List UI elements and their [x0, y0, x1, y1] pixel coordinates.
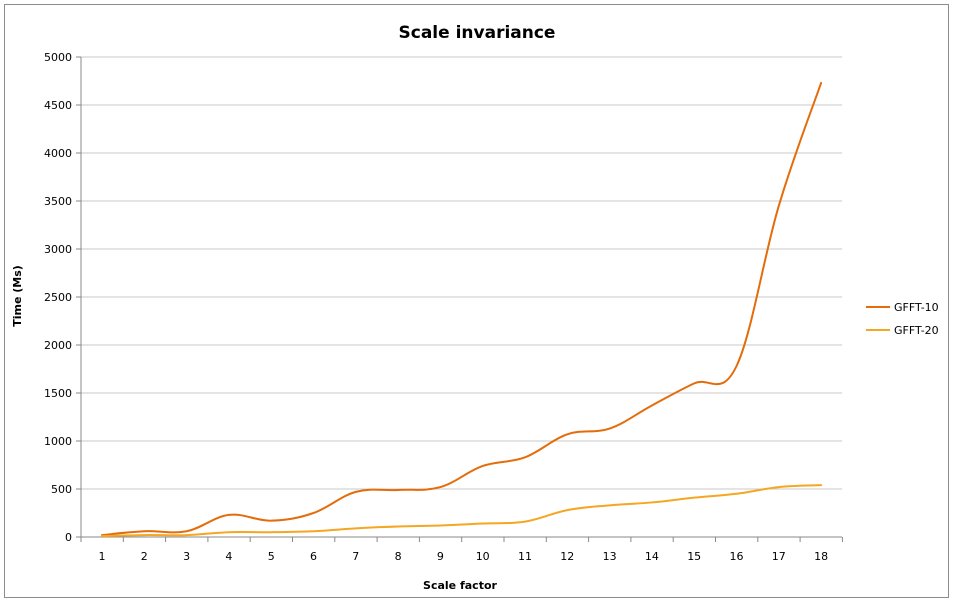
x-tick-label: 3: [183, 550, 190, 563]
y-tick-label: 1500: [44, 387, 72, 400]
x-tick-label: 2: [141, 550, 148, 563]
x-tick-label: 15: [687, 550, 701, 563]
y-axis-label: Time (Ms): [11, 265, 24, 327]
chart-frame: [4, 4, 949, 598]
x-tick-label: 5: [268, 550, 275, 563]
y-tick-label: 5000: [44, 51, 72, 64]
x-tick-label: 6: [310, 550, 317, 563]
x-tick-label: 14: [645, 550, 659, 563]
series-lines: [101, 81, 823, 538]
x-tick-label: 8: [395, 550, 402, 563]
x-tick-label: 18: [814, 550, 828, 563]
legend-label: GFFT-10: [894, 301, 939, 314]
x-tick-label: 12: [560, 550, 574, 563]
x-tick-label: 10: [476, 550, 490, 563]
legend-label: GFFT-20: [894, 324, 939, 337]
y-tick-label: 2000: [44, 339, 72, 352]
x-tick-label: 17: [772, 550, 786, 563]
legend: GFFT-10 GFFT-20: [866, 301, 939, 337]
x-tick-label: 7: [352, 550, 359, 563]
x-axis-label: Scale factor: [423, 579, 497, 592]
x-tick-label: 9: [437, 550, 444, 563]
y-tick-label: 500: [51, 483, 72, 496]
x-tick-label: 16: [730, 550, 744, 563]
chart-title: Scale invariance: [399, 23, 556, 43]
y-tick-label: 0: [65, 531, 72, 544]
y-tick-label: 4500: [44, 99, 72, 112]
series-line-1: [101, 81, 823, 537]
x-tick-label: 1: [99, 550, 106, 563]
y-tick-label: 3000: [44, 243, 72, 256]
x-axis-ticks: 1 2 3 4 5 6 7 8 9 10 11 12 13 14 15 16 17 18: [80, 537, 843, 563]
y-tick-label: 2500: [44, 291, 72, 304]
y-tick-label: 3500: [44, 195, 72, 208]
y-axis-ticks: 0 500 1000 1500 2000 2500 3000 3500 4000 4500 5000: [44, 51, 81, 544]
x-tick-label: 13: [603, 550, 617, 563]
series-line-2: [101, 484, 823, 538]
y-tick-label: 4000: [44, 147, 72, 160]
x-tick-label: 4: [225, 550, 232, 563]
x-tick-label: 11: [518, 550, 532, 563]
grid-lines: [81, 56, 842, 490]
y-tick-label: 1000: [44, 435, 72, 448]
